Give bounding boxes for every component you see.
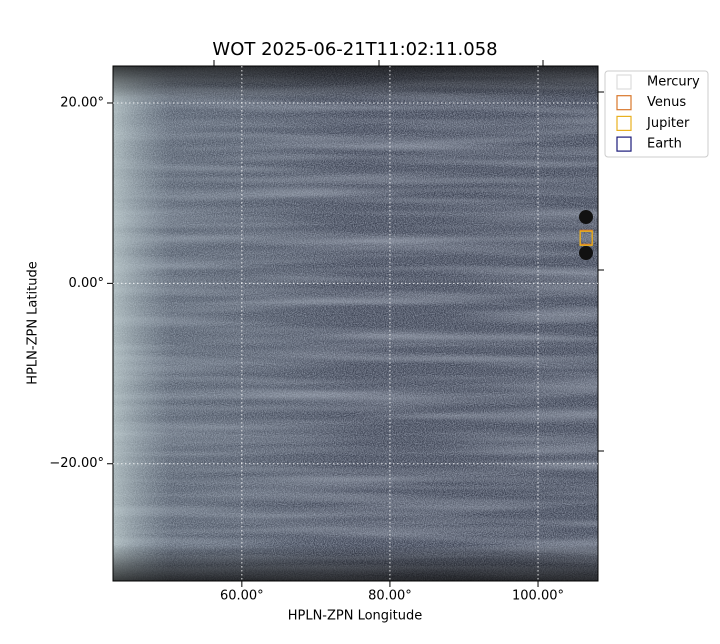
y-tick-label: −20.00° (49, 456, 104, 471)
y-tick-label: 0.00° (69, 276, 104, 291)
x-tick-label: 60.00° (220, 589, 264, 604)
chart-title: WOT 2025-06-21T11:02:11.058 (212, 39, 497, 60)
x-tick-label: 100.00° (512, 589, 564, 604)
secondary-ticks (213, 60, 604, 452)
x-tick-label: 80.00° (368, 589, 412, 604)
legend-label: Jupiter (646, 116, 690, 131)
legend-label: Mercury (647, 75, 700, 90)
planet-marker (579, 230, 593, 246)
legend-swatch (616, 136, 632, 152)
axes-frame (112, 65, 599, 582)
legend-swatch (616, 115, 632, 132)
legend-swatch (616, 74, 632, 90)
x-axis-label: HPLN-ZPN Longitude (288, 609, 423, 624)
legend-label: Venus (647, 95, 686, 110)
legend-label: Earth (647, 137, 682, 152)
image (113, 66, 598, 581)
y-tick-label: 20.00° (60, 95, 104, 110)
legend (604, 70, 709, 158)
y-axis-label: HPLN-ZPN Latitude (26, 261, 41, 384)
legend-swatch (616, 95, 632, 111)
